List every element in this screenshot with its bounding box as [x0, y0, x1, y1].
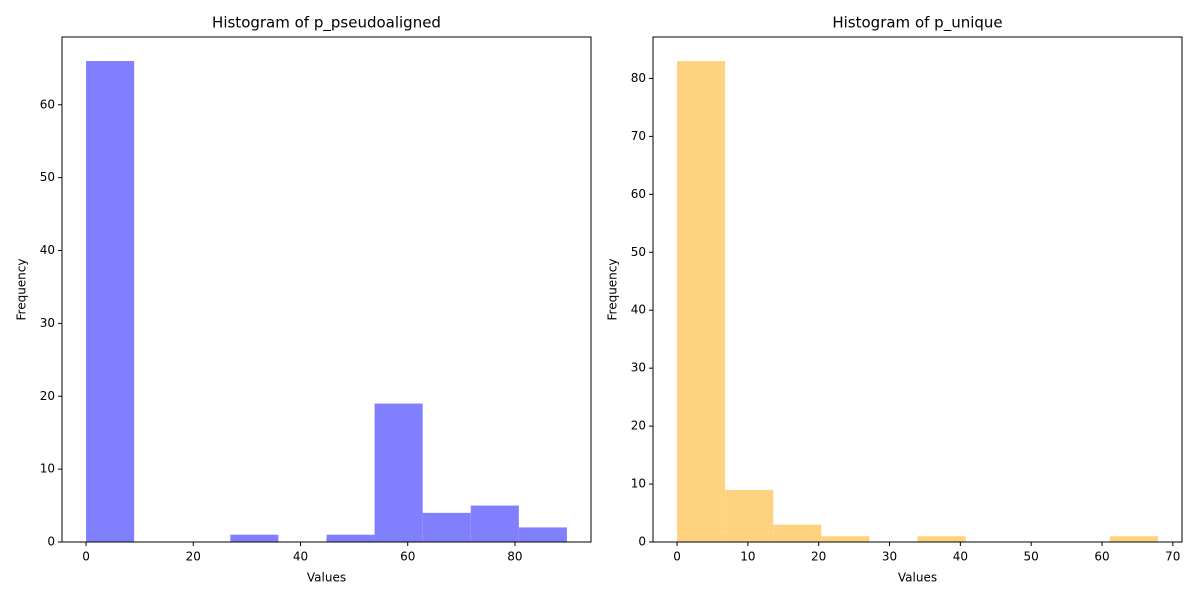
- y-tick-label: 60: [40, 97, 55, 111]
- histogram-bar: [230, 534, 279, 542]
- y-tick-label: 10: [631, 477, 646, 491]
- histogram-bar: [518, 527, 567, 542]
- y-tick-label: 40: [631, 303, 646, 317]
- y-tick-label: 50: [40, 170, 55, 184]
- histogram-bar: [326, 534, 375, 542]
- chart-title: Histogram of p_unique: [832, 14, 1002, 33]
- x-tick-label: 20: [186, 550, 201, 564]
- x-tick-label: 30: [882, 550, 897, 564]
- x-tick-label: 60: [1094, 550, 1109, 564]
- x-tick-label: 40: [293, 550, 308, 564]
- x-tick-label: 70: [1165, 550, 1180, 564]
- chart-title: Histogram of p_pseudoaligned: [212, 14, 441, 33]
- histogram-bar: [422, 512, 471, 542]
- y-axis-label: Frequency: [15, 259, 29, 321]
- histogram-bar: [821, 536, 870, 542]
- y-tick-label: 0: [638, 535, 646, 549]
- y-tick-label: 70: [631, 129, 646, 143]
- x-tick-label: 50: [1024, 550, 1039, 564]
- x-tick-label: 0: [673, 550, 681, 564]
- x-axis-label: Values: [898, 571, 937, 585]
- x-tick-label: 10: [740, 550, 755, 564]
- x-tick-label: 80: [507, 550, 522, 564]
- y-tick-label: 50: [631, 245, 646, 259]
- axes-frame: [652, 36, 1183, 543]
- histogram-bar: [677, 61, 726, 543]
- histogram-bar: [725, 489, 774, 542]
- y-tick-label: 20: [631, 419, 646, 433]
- y-tick-label: 10: [40, 462, 55, 476]
- y-axis-label: Frequency: [606, 259, 620, 321]
- subplot: 0 10 20 30 40 50 60 70 0 10 20 30 40 50 60 70 80 Histogra…: [606, 14, 1183, 585]
- x-tick-label: 40: [953, 550, 968, 564]
- subplot: 0 20 40 60 80 0 10 20 30 40 50 60 Histogram of p_pse…: [15, 14, 592, 585]
- x-tick-label: 0: [82, 550, 90, 564]
- histogram-bar: [86, 61, 135, 543]
- histogram-bar: [917, 536, 966, 542]
- histogram-bar: [773, 524, 822, 542]
- y-tick-label: 60: [631, 187, 646, 201]
- histogram-bar: [374, 403, 423, 542]
- x-tick-label: 60: [400, 550, 415, 564]
- x-axis-label: Values: [307, 571, 346, 585]
- y-tick-label: 40: [40, 243, 55, 257]
- axes-frame: [61, 36, 592, 543]
- y-tick-label: 80: [631, 71, 646, 85]
- y-tick-label: 30: [631, 361, 646, 375]
- y-tick-label: 30: [40, 316, 55, 330]
- histogram-bar: [470, 505, 519, 542]
- x-tick-label: 20: [811, 550, 826, 564]
- histogram-bar: [1109, 536, 1158, 542]
- y-tick-label: 0: [47, 535, 55, 549]
- y-tick-label: 20: [40, 389, 55, 403]
